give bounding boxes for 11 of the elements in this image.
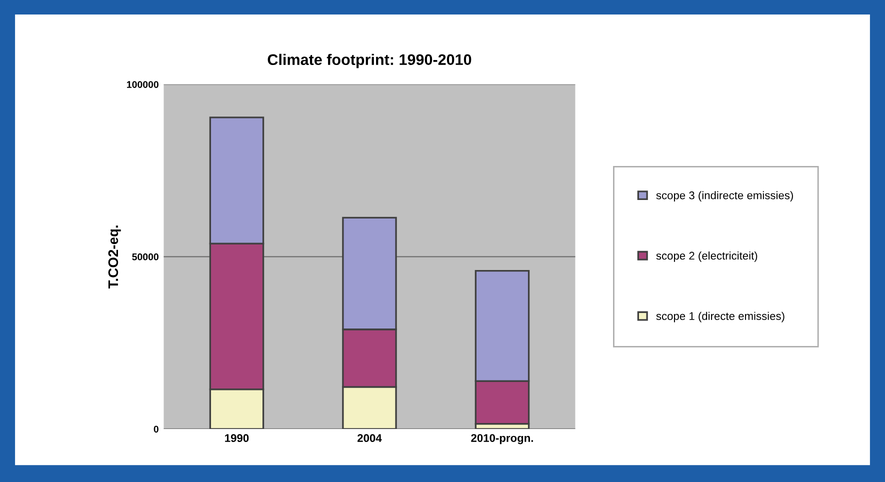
legend-label: scope 1 (directe emissies) (656, 312, 784, 322)
x-tick-label: 2004 (358, 434, 382, 442)
y-tick-label: 0 (154, 426, 158, 433)
y-tick-label: 100000 (127, 81, 158, 88)
legend-label: scope 2 (electriciteit) (656, 251, 758, 262)
chart-title: Climate footprint: 1990-2010 (268, 54, 472, 68)
y-tick-label: 50000 (132, 253, 158, 260)
x-tick-label: 2010-progn. (471, 434, 533, 444)
legend-label: scope 3 (indirecte emissies) (656, 191, 793, 202)
y-axis-title: T.CO2-eq. (108, 226, 121, 289)
x-tick-label: 1990 (225, 434, 249, 442)
